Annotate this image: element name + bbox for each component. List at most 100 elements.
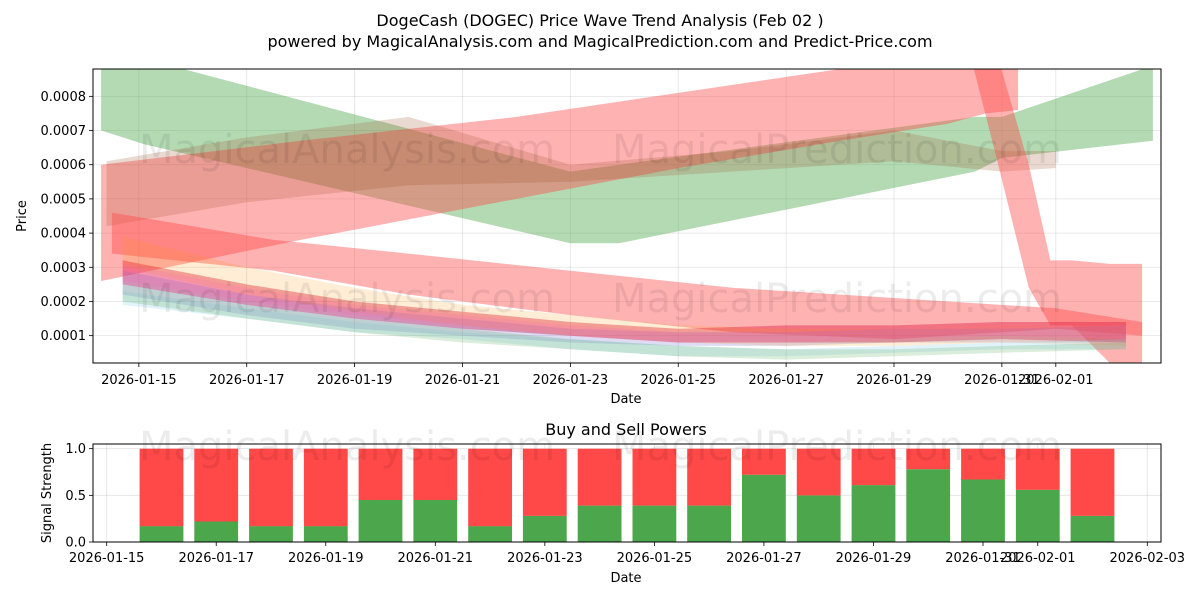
signal-plot-frame bbox=[92, 443, 1162, 543]
signal-x-tick-label: 2026-01-31 bbox=[945, 551, 1021, 566]
sell-bar bbox=[742, 448, 786, 475]
signal-x-tick-label: 2026-01-15 bbox=[69, 551, 145, 566]
price-y-label: Price bbox=[15, 200, 30, 232]
buy-bar bbox=[249, 526, 293, 542]
price-grid bbox=[93, 69, 1161, 363]
price-y-tick-label: 0.0001 bbox=[41, 329, 87, 344]
chart-title: DogeCash (DOGEC) Price Wave Trend Analys… bbox=[376, 11, 823, 30]
price-x-label: Date bbox=[610, 392, 641, 407]
price-x-tick-label: 2026-01-23 bbox=[533, 373, 609, 388]
chart-subtitle: powered by MagicalAnalysis.com and Magic… bbox=[267, 32, 932, 51]
buy-bar bbox=[742, 474, 786, 542]
signal-y-axis: 0.0 0.5 1.0 bbox=[65, 442, 93, 551]
buy-bar bbox=[1015, 489, 1060, 542]
wave-band bbox=[122, 260, 1126, 343]
price-x-tick-label: 2026-01-17 bbox=[209, 373, 285, 388]
watermark-mid-left: MagicalAnalysis.com bbox=[139, 276, 555, 322]
wave-band bbox=[111, 212, 1143, 340]
sell-bar bbox=[632, 448, 677, 506]
signal-x-tick-label: 2026-02-03 bbox=[1110, 551, 1186, 566]
sell-bar bbox=[961, 448, 1005, 480]
signal-y-label: Signal Strength bbox=[40, 443, 55, 543]
signal-x-axis: 2026-01-15 2026-01-17 2026-01-19 2026-01-21… bbox=[69, 542, 1185, 566]
sell-bar bbox=[577, 448, 622, 506]
wave-band bbox=[122, 270, 1126, 346]
signal-y-tick-label: 1.0 bbox=[65, 442, 86, 457]
sell-bar bbox=[796, 448, 841, 496]
signal-x-tick-label: 2026-01-27 bbox=[726, 551, 802, 566]
buy-bar bbox=[796, 495, 841, 542]
sell-bar bbox=[851, 448, 896, 486]
price-y-tick-label: 0.0003 bbox=[41, 261, 87, 276]
signal-x-tick-label: 2026-01-23 bbox=[507, 551, 583, 566]
sell-bar bbox=[468, 448, 512, 527]
sell-bar bbox=[139, 448, 184, 527]
watermark-top-right: MagicalPrediction.com bbox=[612, 127, 1062, 173]
price-x-tick-label: 2026-01-19 bbox=[317, 373, 393, 388]
wave-band bbox=[106, 116, 1056, 227]
signal-x-tick-label: 2026-01-29 bbox=[836, 551, 912, 566]
buy-bar bbox=[906, 469, 951, 542]
signal-x-tick-label: 2026-02-01 bbox=[1000, 551, 1076, 566]
sell-bar bbox=[1070, 448, 1115, 516]
buy-bar bbox=[961, 479, 1005, 542]
signal-x-tick-label: 2026-01-19 bbox=[288, 551, 364, 566]
sell-bar bbox=[522, 448, 567, 516]
watermark-bottom-left: MagicalAnalysis.com bbox=[139, 424, 555, 470]
wave-band bbox=[122, 291, 1126, 357]
price-x-tick-label: 2026-01-15 bbox=[101, 373, 177, 388]
wave-band bbox=[101, 69, 1019, 281]
signal-title: Buy and Sell Powers bbox=[545, 420, 707, 439]
price-y-tick-label: 0.0007 bbox=[41, 124, 87, 139]
wave-band bbox=[122, 263, 1126, 343]
price-y-tick-label: 0.0008 bbox=[41, 90, 87, 105]
signal-panel: Buy and Sell Powers MagicalAnalysis.com … bbox=[40, 420, 1185, 586]
sell-bar bbox=[249, 448, 293, 527]
sell-bar bbox=[194, 448, 239, 522]
buy-bar bbox=[577, 505, 622, 542]
signal-bars bbox=[139, 448, 1115, 542]
price-plot-area bbox=[93, 69, 1161, 363]
price-x-tick-label: 2026-01-31 bbox=[964, 373, 1040, 388]
price-plot-frame bbox=[92, 68, 1162, 364]
price-x-tick-label: 2026-01-25 bbox=[640, 373, 716, 388]
price-wave-bands bbox=[101, 69, 1153, 363]
buy-bar bbox=[303, 526, 348, 542]
sell-bar bbox=[687, 448, 731, 506]
price-x-axis: 2026-01-15 2026-01-17 2026-01-19 2026-01-21… bbox=[101, 363, 1094, 388]
buy-bar bbox=[522, 515, 567, 542]
signal-y-tick-label: 0.5 bbox=[65, 489, 86, 504]
buy-bar bbox=[139, 526, 184, 542]
price-x-tick-label: 2026-01-27 bbox=[748, 373, 824, 388]
signal-x-label: Date bbox=[610, 571, 641, 586]
price-y-tick-label: 0.0006 bbox=[41, 158, 87, 173]
buy-bar bbox=[194, 521, 239, 542]
sell-bar bbox=[303, 448, 348, 527]
signal-x-tick-label: 2026-01-25 bbox=[617, 551, 693, 566]
price-x-tick-label: 2026-01-21 bbox=[425, 373, 501, 388]
buy-bar bbox=[632, 505, 677, 542]
wave-band bbox=[973, 69, 1143, 363]
sell-bar bbox=[1015, 448, 1060, 490]
wave-band bbox=[122, 236, 1126, 346]
price-y-tick-label: 0.0004 bbox=[41, 227, 87, 242]
watermark-top-left: MagicalAnalysis.com bbox=[139, 127, 555, 173]
sell-bar bbox=[906, 448, 951, 470]
price-panel: MagicalAnalysis.com MagicalPrediction.co… bbox=[15, 68, 1162, 407]
buy-bar bbox=[851, 485, 896, 542]
buy-bar bbox=[468, 526, 512, 542]
sell-bar bbox=[358, 448, 403, 500]
wave-band bbox=[101, 69, 1153, 244]
price-x-tick-label: 2026-01-29 bbox=[856, 373, 932, 388]
watermark-bottom-right: MagicalPrediction.com bbox=[612, 424, 1062, 470]
price-y-axis: 0.0001 0.0002 0.0003 0.0004 0.0005 0.0006 0.00… bbox=[41, 90, 93, 344]
signal-x-tick-label: 2026-01-17 bbox=[178, 551, 254, 566]
price-x-tick-label: 2026-02-01 bbox=[1018, 373, 1094, 388]
buy-bar bbox=[1070, 515, 1115, 542]
watermark-mid-right: MagicalPrediction.com bbox=[612, 276, 1062, 322]
wave-band bbox=[122, 284, 1126, 360]
buy-bar bbox=[413, 500, 458, 542]
signal-x-tick-label: 2026-01-21 bbox=[398, 551, 474, 566]
price-y-tick-label: 0.0002 bbox=[41, 295, 87, 310]
